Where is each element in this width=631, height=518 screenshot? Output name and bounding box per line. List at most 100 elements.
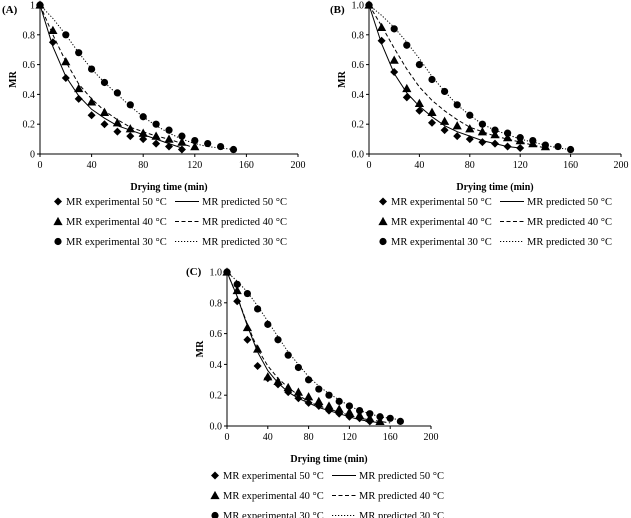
data-point [355,410,365,419]
y-axis-label: MR [195,340,206,357]
legend-entry: MR experimental 30 °C [223,511,324,518]
y-tick-label: 0.8 [210,298,223,309]
data-point [233,297,242,306]
data-point [477,127,487,136]
data-point [294,363,302,372]
x-tick-label: 80 [138,160,148,171]
data-point [254,305,262,313]
data-point [386,414,394,422]
data-point [516,144,525,153]
legend-entry: MR predicted 40 °C [359,491,444,502]
data-point [274,336,282,344]
y-tick-label: 0.4 [23,90,36,101]
legend-marker [211,471,219,480]
data-point [478,120,486,128]
data-point [314,396,324,406]
data-point [223,268,231,276]
data-point [440,126,449,135]
y-axis-label: MR [337,70,348,87]
x-tick-label: 0 [225,432,230,443]
legend-entry: MR experimental 30 °C [391,237,492,248]
legend-entry: MR predicted 30 °C [359,511,444,518]
data-point [62,31,70,39]
data-point [567,145,575,154]
y-tick-label: 0 [30,150,35,161]
series-line-5 [226,271,401,421]
series-line-3 [368,4,546,149]
x-tick-label: 40 [414,160,424,171]
legend-entry: MR experimental 50 °C [223,471,324,482]
data-point [490,130,500,139]
data-point [165,126,173,134]
data-point [465,135,474,144]
data-point [324,401,334,410]
data-point [334,404,344,413]
data-point [100,78,109,87]
y-tick-label: 0.0 [352,150,365,161]
data-point [253,361,262,370]
data-point [452,121,462,130]
y-tick-label: 0.0 [210,422,223,433]
legend-marker [378,216,388,226]
data-point [344,407,354,416]
legend-entry: MR predicted 40 °C [202,217,287,228]
x-axis-label: Drying time (min) [130,182,207,193]
x-tick-label: 120 [513,160,528,171]
legend-marker [54,237,62,246]
data-point [283,382,293,392]
panel-label: (B) [330,4,345,16]
data-point [541,141,550,149]
data-point [396,417,404,425]
data-point [75,49,83,57]
data-point [304,392,314,401]
data-point [491,139,499,148]
legend-entry: MR experimental 40 °C [391,217,492,228]
data-point [229,145,238,154]
series-points-2 [35,0,200,151]
legend-marker [211,511,219,518]
series-line-1 [226,271,381,424]
legend-marker [379,237,387,246]
data-point [466,111,474,119]
y-tick-label: 0.8 [23,30,36,41]
data-point [232,285,242,295]
data-point [335,397,343,405]
x-tick-label: 0 [38,160,43,171]
data-point [112,118,122,127]
x-axis-label: Drying time (min) [290,454,367,465]
data-point [204,139,212,148]
x-tick-label: 40 [263,432,273,443]
data-point [177,145,186,154]
data-point [113,127,122,136]
data-point [377,36,386,45]
data-point [113,89,121,97]
data-point [126,132,135,141]
data-point [233,280,241,288]
x-tick-label: 160 [239,160,254,171]
legend-marker [379,197,387,206]
data-point [304,398,313,407]
data-point [365,413,375,422]
data-point [243,335,252,344]
y-tick-label: 0.2 [352,120,365,131]
x-axis-label: Drying time (min) [456,182,533,193]
data-point [390,68,399,77]
legend-entry: MR experimental 40 °C [66,217,167,228]
data-point [377,22,387,32]
series-points-2 [222,267,385,426]
data-point [503,133,513,142]
series-line-5 [39,4,234,150]
data-point [242,322,252,332]
data-point [152,120,160,128]
x-tick-label: 160 [563,160,578,171]
data-point [390,25,398,33]
data-point [138,128,148,137]
data-point [305,376,313,384]
legend-entry: MR predicted 40 °C [527,217,612,228]
data-point [217,142,225,151]
data-point [126,101,134,109]
legend-entry: MR experimental 40 °C [223,491,324,502]
legend-marker [210,490,220,500]
chart-panel-a: (A) 0 40 80 120 160 200 0 0.2 0.4 0.6 0.8 1 Drying ti… [2,0,306,248]
